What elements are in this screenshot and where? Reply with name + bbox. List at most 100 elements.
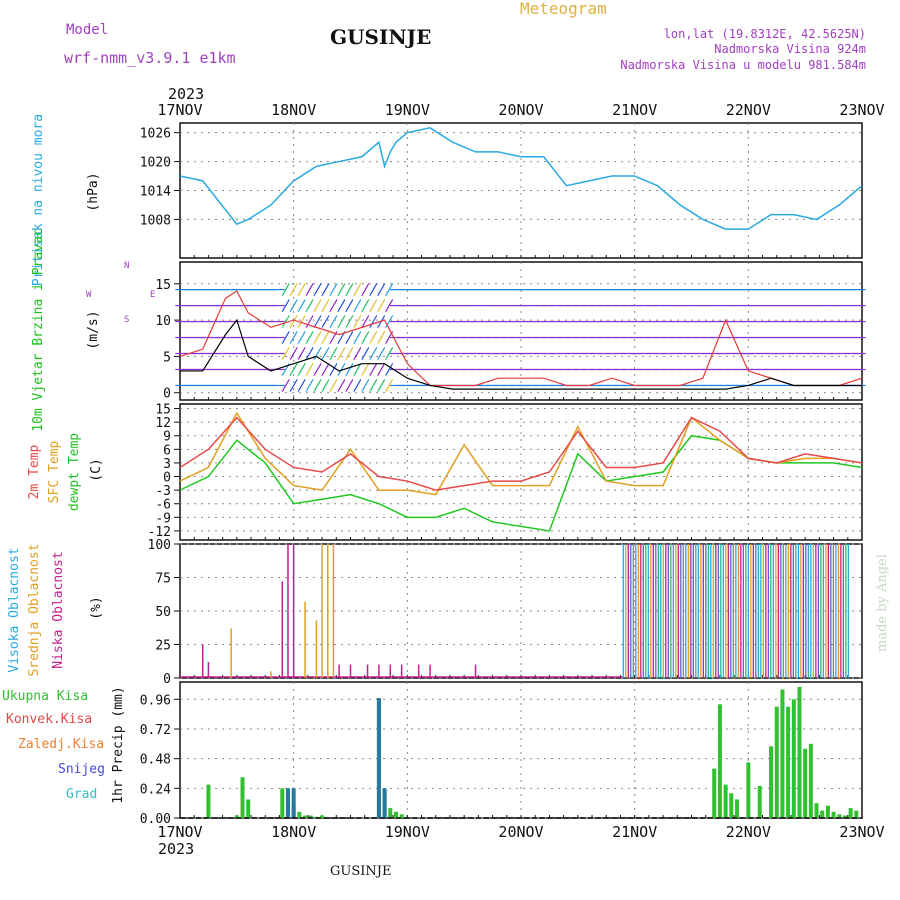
y-tick-label: 75: [155, 572, 171, 587]
t2m-label: 2m Temp: [27, 444, 42, 499]
wind-barb: [321, 379, 330, 392]
wind-barb: [321, 315, 330, 328]
wind-barb: [297, 315, 306, 328]
wind-barb: [353, 315, 362, 328]
compass-n: N: [124, 261, 129, 271]
wind-barb: [281, 283, 290, 296]
wind-barb: [345, 379, 354, 392]
wind-barb: [337, 283, 346, 296]
total-precip-bar: [797, 686, 802, 818]
y-tick-label: 0: [163, 672, 171, 687]
wind-barb: [377, 283, 386, 296]
y-tick-label: 0.96: [140, 693, 171, 708]
wind-barb: [305, 363, 314, 376]
y-tick-label: 1014: [140, 185, 171, 200]
y-tick-label: 5: [163, 350, 171, 365]
wind-barb: [313, 315, 322, 328]
x-axis-bottom: 17NOV 18NOV 19NOV 20NOV 21NOV 22NOV 23NOV: [157, 823, 884, 841]
precip-unit: 1hr Precip (mm): [111, 686, 126, 803]
snow-label: Snijeg: [58, 762, 105, 777]
total-precip-bar: [246, 799, 251, 818]
x-tick-label-bottom: 22NOV: [726, 823, 771, 841]
dew-label: dewpt Temp: [67, 433, 82, 511]
wind-barb: [313, 363, 322, 376]
precip-panel: 0.00 0.24 0.48 0.72 0.96: [140, 681, 863, 827]
wind-barb: [337, 363, 346, 376]
total-precip-bar: [399, 814, 404, 818]
wind-barb: [281, 315, 290, 328]
wind-barb: [321, 347, 330, 360]
x-tick-label-top: 23NOV: [839, 101, 884, 119]
wind-barb: [361, 283, 370, 296]
wind-barb: [289, 347, 298, 360]
total-precip-bar: [712, 768, 717, 818]
total-precip-bar: [723, 784, 728, 818]
total-precip-bar: [848, 808, 853, 818]
temp-ylabel: 2m Temp SFC Temp dewpt Temp (C): [27, 433, 104, 511]
wind-barb: [329, 315, 338, 328]
compass-s: S: [124, 315, 129, 325]
wind-speed-line: [180, 318, 862, 390]
model-name: wrf-nmm_v3.9.1 e1km: [64, 49, 236, 67]
gust-line: [179, 290, 863, 387]
snow-bar: [285, 788, 290, 818]
wind-barb: [345, 363, 354, 376]
wind-barb: [329, 363, 338, 376]
y-tick-label: 0: [163, 471, 171, 486]
wind-barb: [345, 347, 354, 360]
total-precip-bar: [734, 799, 739, 818]
wind-barb: [321, 299, 330, 312]
y-tick-label: 1026: [140, 127, 171, 142]
wind-barb: [281, 331, 290, 344]
y-tick-label: 9: [163, 430, 171, 445]
wind-barb: [305, 347, 314, 360]
wind-barb: [305, 379, 314, 392]
elevation-text: Nadmorska Visina 924m: [714, 42, 866, 56]
wind-barb: [385, 299, 394, 312]
wind-barb: [305, 331, 314, 344]
wind-barb: [385, 347, 394, 360]
total-precip-bar: [393, 811, 398, 818]
wind-barb: [377, 379, 386, 392]
y-tick-label: 15: [155, 278, 171, 293]
wind-barb: [321, 331, 330, 344]
low-cloud-label: Niska Oblacnost: [51, 551, 66, 668]
pressure-label: Pritisak na nivou mora: [31, 114, 46, 286]
wind-barb: [377, 299, 386, 312]
y-tick-label: 12: [155, 416, 171, 431]
total-precip-bar: [808, 743, 813, 818]
pressure-ylabel: Pritisak na nivou mora (hPa): [31, 114, 101, 286]
footer-station: GUSINJE: [330, 864, 391, 879]
total-precip-bar: [308, 815, 313, 818]
panel-frame: [179, 261, 863, 401]
wind-barb: [377, 347, 386, 360]
wind-barb: [369, 283, 378, 296]
wind-barb: [321, 363, 330, 376]
x-tick-label-bottom: 21NOV: [612, 823, 657, 841]
wind-barb: [313, 347, 322, 360]
wind-barb: [297, 379, 306, 392]
wind-panel: 0 5 10 15: [155, 261, 866, 402]
x-tick-label-bottom: 19NOV: [385, 823, 430, 841]
precip-ylabel: Ukupna Kisa Konvek.Kisa Zaledj.Kisa Snij…: [2, 686, 126, 803]
wind-barb: [353, 299, 362, 312]
y-tick-label: -9: [155, 511, 171, 526]
pressure-line: [179, 127, 863, 230]
credit-text: made by Angel: [875, 554, 890, 652]
total-precip-bar: [769, 746, 774, 818]
wind-barb: [329, 299, 338, 312]
total-precip-bar: [837, 814, 842, 818]
y-tick-label: 25: [155, 639, 171, 654]
wind-barb: [297, 347, 306, 360]
wind-barb: [281, 347, 290, 360]
wind-barb: [353, 331, 362, 344]
t-2m-line: [179, 416, 863, 491]
wind-barb: [305, 283, 314, 296]
wind-barb: [377, 363, 386, 376]
wind-barb: [281, 299, 290, 312]
wind-barb: [369, 315, 378, 328]
x-tick-label-top: 17NOV: [157, 101, 202, 119]
y-tick-label: -6: [155, 498, 171, 513]
wind-barb: [337, 347, 346, 360]
